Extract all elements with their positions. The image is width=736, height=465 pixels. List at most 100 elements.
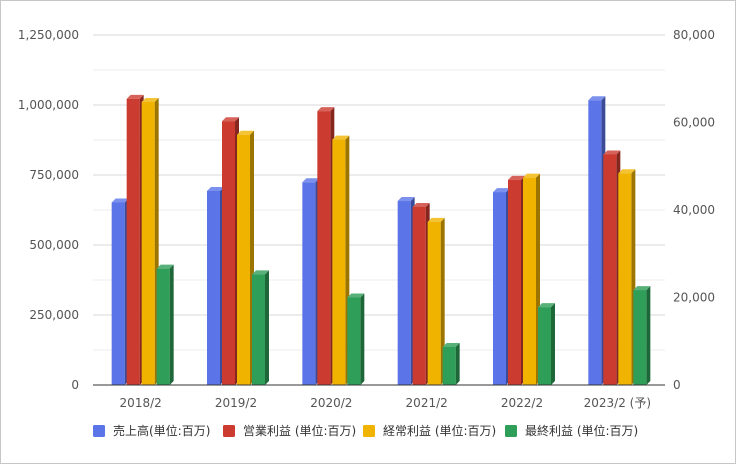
- legend-label: 最終利益 (単位:百万): [525, 423, 638, 438]
- bar-2-2: [332, 135, 350, 385]
- bar-top: [222, 117, 239, 122]
- bar-front: [252, 274, 265, 385]
- legend-swatch: [363, 425, 375, 437]
- bar-1-3: [412, 202, 430, 385]
- bar-0-0: [111, 198, 129, 385]
- right-tick-label: 20,000: [673, 291, 715, 305]
- left-axis-ticks: 0 250,000 500,000 750,000 1,000,000 1,250,000: [18, 28, 79, 392]
- bar-front: [347, 297, 361, 385]
- bar-front: [156, 268, 170, 385]
- bar-3-0: [156, 264, 174, 385]
- bar-top: [588, 96, 606, 101]
- bar-top: [412, 202, 430, 207]
- bar-front: [222, 121, 235, 385]
- legend: 売上高(単位:百万) 営業利益 (単位:百万) 経常利益 (単位:百万) 最終利益 (…: [93, 423, 638, 438]
- bar-side: [646, 286, 651, 385]
- bar-top: [317, 107, 335, 112]
- bar-front: [332, 139, 346, 385]
- gridlines: [93, 34, 665, 351]
- bar-2-1: [237, 130, 254, 385]
- x-tick-label: 2023/2 (予): [584, 396, 651, 410]
- x-tick-label: 2019/2: [215, 396, 257, 410]
- bar-top: [347, 293, 365, 298]
- bar-front: [633, 290, 647, 385]
- left-tick-label: 0: [71, 378, 79, 392]
- right-tick-label: 40,000: [673, 203, 715, 217]
- x-tick-label: 2020/2: [310, 396, 352, 410]
- bar-0-4: [493, 188, 510, 385]
- right-tick-label: 60,000: [673, 116, 715, 130]
- bar-0-2: [302, 178, 320, 385]
- bar-top: [442, 342, 460, 347]
- bar-front: [207, 190, 220, 385]
- bar-top: [207, 186, 224, 191]
- bar-front: [126, 98, 140, 385]
- x-tick-label: 2018/2: [120, 396, 162, 410]
- legend-swatch: [505, 425, 517, 437]
- bar-front: [237, 134, 250, 385]
- bar-front: [618, 173, 632, 385]
- bar-side: [360, 293, 365, 385]
- bar-front: [588, 100, 602, 386]
- bar-front: [523, 177, 536, 385]
- left-tick-label: 1,000,000: [18, 98, 79, 112]
- legend-swatch: [223, 425, 235, 437]
- bar-front: [412, 206, 426, 385]
- bars: [111, 94, 651, 386]
- right-tick-label: 0: [673, 378, 681, 392]
- bar-front: [538, 307, 551, 385]
- bar-front: [397, 201, 411, 385]
- bar-3-4: [538, 303, 555, 385]
- bar-top: [141, 97, 159, 102]
- bar-2-4: [523, 173, 540, 385]
- bar-front: [141, 101, 155, 385]
- left-tick-label: 750,000: [29, 168, 79, 182]
- bar-front: [508, 179, 521, 385]
- bar-front: [427, 221, 441, 385]
- bar-top: [633, 286, 651, 291]
- bar-3-2: [347, 293, 365, 385]
- bar-1-4: [508, 175, 525, 385]
- bar-side: [265, 270, 269, 385]
- bar-3-1: [252, 270, 269, 385]
- bar-top: [332, 135, 350, 140]
- bar-3-5: [633, 286, 651, 385]
- bar-front: [111, 202, 125, 385]
- bar-top: [603, 150, 621, 155]
- bar-front: [603, 154, 617, 385]
- bar-1-0: [126, 94, 144, 385]
- bar-top: [302, 178, 320, 183]
- bar-0-3: [397, 197, 415, 385]
- right-tick-label: 80,000: [673, 28, 715, 42]
- right-axis-ticks: 0 20,000 40,000 60,000 80,000: [673, 28, 715, 392]
- bar-1-5: [603, 150, 621, 385]
- bar-top: [126, 94, 144, 99]
- bar-top: [538, 303, 555, 308]
- x-axis-ticks: 2018/2 2019/2 2020/2 2021/2 2022/2 2023/2 (予): [120, 396, 651, 410]
- legend-label: 売上高(単位:百万): [113, 423, 210, 438]
- left-tick-label: 250,000: [29, 308, 79, 322]
- bar-top: [427, 217, 445, 222]
- bar-top: [111, 198, 129, 203]
- bar-front: [442, 346, 456, 385]
- bar-top: [252, 270, 269, 275]
- bar-0-5: [588, 96, 606, 386]
- bar-side: [455, 342, 460, 385]
- left-tick-label: 500,000: [29, 238, 79, 252]
- legend-label: 営業利益 (単位:百万): [243, 423, 356, 438]
- bar-top: [523, 173, 540, 178]
- bar-top: [508, 175, 525, 180]
- bar-side: [169, 264, 174, 385]
- bar-side: [551, 303, 555, 385]
- bar-2-0: [141, 97, 159, 385]
- bar-side: [440, 217, 445, 385]
- left-tick-label: 1,250,000: [18, 28, 79, 42]
- legend-swatch: [93, 425, 105, 437]
- bar-front: [493, 192, 506, 385]
- bar-front: [317, 111, 331, 385]
- bar-top: [493, 188, 510, 193]
- bar-2-3: [427, 217, 445, 385]
- bar-top: [156, 264, 174, 269]
